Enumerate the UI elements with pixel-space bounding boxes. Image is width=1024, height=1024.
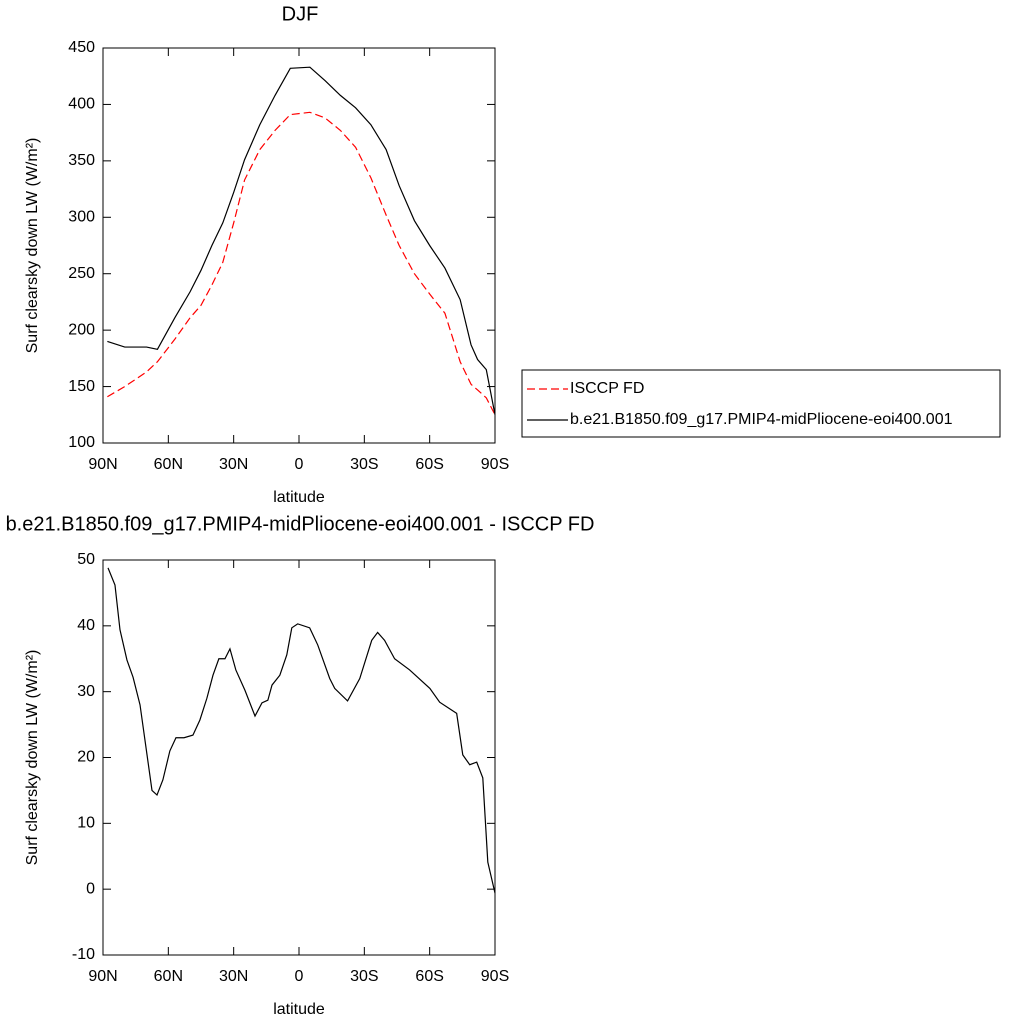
chart-title: DJF bbox=[282, 3, 319, 25]
legend-label: ISCCP FD bbox=[570, 380, 644, 397]
y-tick-label: 450 bbox=[68, 39, 95, 56]
y-tick-label: 30 bbox=[77, 683, 95, 700]
x-tick-label: 90S bbox=[481, 968, 509, 985]
y-tick-label: 100 bbox=[68, 434, 95, 451]
x-tick-label: 60N bbox=[154, 456, 183, 473]
y-tick-label: 350 bbox=[68, 152, 95, 169]
y-tick-label: -10 bbox=[72, 946, 95, 963]
x-tick-label: 60N bbox=[154, 968, 183, 985]
x-tick-label: 90N bbox=[88, 456, 117, 473]
y-tick-label: 200 bbox=[68, 321, 95, 338]
legend-label: b.e21.B1850.f09_g17.PMIP4-midPliocene-eo… bbox=[570, 411, 953, 428]
y-axis-label: Surf clearsky down LW (W/m²) bbox=[24, 138, 41, 354]
x-axis-label: latitude bbox=[273, 489, 325, 506]
y-tick-label: 40 bbox=[77, 617, 95, 634]
chart-title: b.e21.B1850.f09_g17.PMIP4-midPliocene-eo… bbox=[6, 513, 595, 535]
x-tick-label: 0 bbox=[295, 968, 304, 985]
x-tick-label: 0 bbox=[295, 456, 304, 473]
x-tick-label: 30S bbox=[350, 968, 378, 985]
x-axis-label: latitude bbox=[273, 1001, 325, 1018]
data-line bbox=[107, 66, 496, 415]
plot-frame bbox=[102, 47, 496, 444]
x-tick-label: 60S bbox=[415, 456, 443, 473]
y-tick-label: 20 bbox=[77, 749, 95, 766]
y-tick-label: 50 bbox=[77, 551, 95, 568]
y-axis-label: Surf clearsky down LW (W/m²) bbox=[24, 650, 41, 866]
y-tick-label: 250 bbox=[68, 265, 95, 282]
x-tick-label: 90N bbox=[88, 968, 117, 985]
plot-frame bbox=[102, 559, 496, 956]
y-tick-label: 0 bbox=[86, 880, 95, 897]
data-line bbox=[107, 567, 496, 894]
x-tick-label: 30N bbox=[219, 456, 248, 473]
data-line bbox=[107, 111, 496, 416]
y-tick-label: 400 bbox=[68, 96, 95, 113]
x-tick-label: 90S bbox=[481, 456, 509, 473]
y-tick-label: 150 bbox=[68, 378, 95, 395]
y-tick-label: 10 bbox=[77, 815, 95, 832]
x-tick-label: 30N bbox=[219, 968, 248, 985]
x-tick-label: 30S bbox=[350, 456, 378, 473]
legend-box bbox=[521, 369, 1001, 438]
y-tick-label: 300 bbox=[68, 209, 95, 226]
x-tick-label: 60S bbox=[415, 968, 443, 985]
